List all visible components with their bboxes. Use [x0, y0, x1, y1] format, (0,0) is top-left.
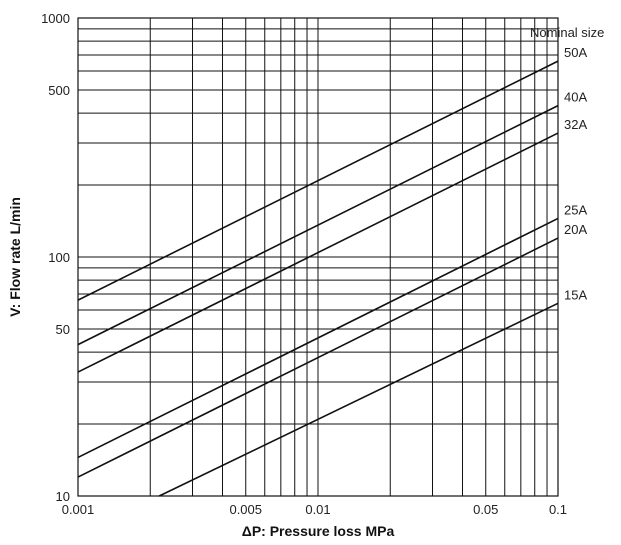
- y-tick-label: 10: [56, 489, 70, 504]
- series-label-20a: 20A: [564, 222, 587, 237]
- series-label-15a: 15A: [564, 287, 587, 302]
- y-tick-label: 50: [56, 322, 70, 337]
- series-label-40a: 40A: [564, 90, 587, 105]
- y-axis-label: V: Flow rate L/min: [7, 197, 23, 317]
- series-line-32a: [77, 132, 559, 373]
- series-lines: [77, 60, 559, 497]
- series-labels: 50A 40A 32A 25A 20A 15A: [564, 45, 587, 302]
- x-axis-label: ΔP: Pressure loss MPa: [242, 523, 395, 539]
- x-tick-label: 0.1: [549, 502, 567, 517]
- grid-lines: [77, 17, 559, 497]
- series-line-20a: [77, 237, 559, 478]
- legend-title: Nominal size: [530, 25, 604, 40]
- series-label-32a: 32A: [564, 117, 587, 132]
- plot-frame: [77, 17, 559, 497]
- tick-labels: 0.001 0.005 0.01 0.05 0.1 10 50 100 500 1000: [41, 11, 567, 517]
- x-tick-label: 0.05: [473, 502, 498, 517]
- series-line-50a: [77, 60, 559, 301]
- series-label-25a: 25A: [564, 202, 587, 217]
- series-line-15a: [158, 302, 559, 497]
- x-tick-label: 0.01: [305, 502, 330, 517]
- series-line-25a: [77, 217, 559, 459]
- series-line-40a: [77, 104, 559, 346]
- y-tick-label: 100: [48, 250, 70, 265]
- x-tick-label: 0.001: [62, 502, 95, 517]
- x-tick-label: 0.005: [229, 502, 262, 517]
- y-tick-label: 500: [48, 83, 70, 98]
- series-label-50a: 50A: [564, 45, 587, 60]
- y-tick-label: 1000: [41, 11, 70, 26]
